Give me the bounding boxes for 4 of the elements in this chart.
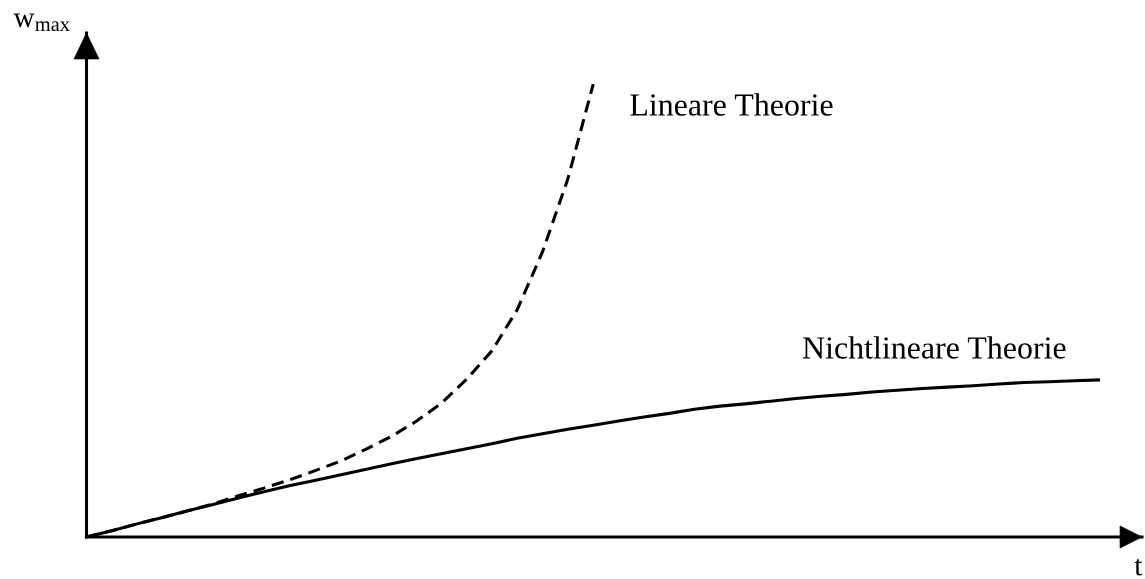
x-axis-title: t [1134,558,1143,576]
series-label: Lineare Theorie [630,93,833,116]
series-label: Nichtlineare Theorie [802,336,1066,359]
y-axis-title: w$_{max}$ [13,13,70,32]
